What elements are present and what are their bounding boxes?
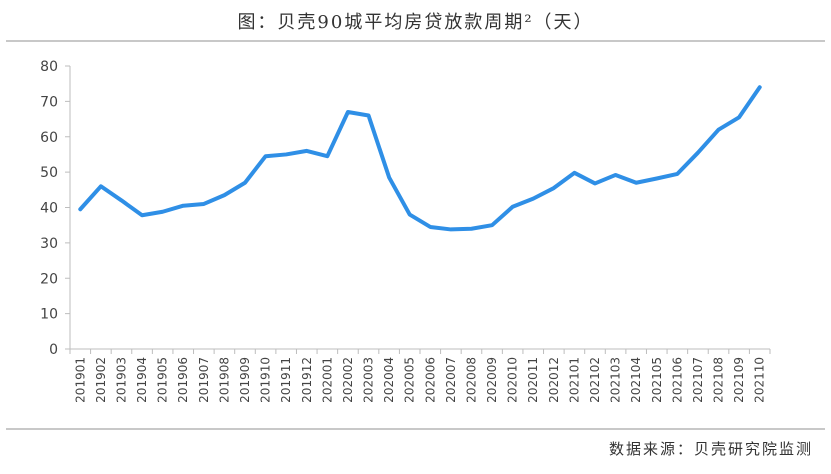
x-tick-label: 201905 [156,357,170,403]
y-tick-label: 30 [40,236,58,252]
x-tick-label: 201912 [300,357,314,403]
data-point [511,205,515,209]
footer-divider [6,428,825,430]
data-point [222,193,226,197]
y-tick-label: 20 [40,271,58,287]
x-tick-label: 202007 [444,357,458,403]
x-tick-label: 202101 [567,357,581,403]
data-point [696,151,700,155]
data-point [552,186,556,190]
x-tick-label: 201911 [279,357,293,403]
x-tick-label: 202108 [712,357,726,403]
y-tick-label: 0 [49,342,58,358]
x-tick-label: 201907 [197,357,211,403]
data-point [717,128,721,132]
x-tick-label: 202001 [320,357,334,403]
data-point [614,173,618,177]
x-tick-label: 202009 [485,357,499,403]
x-tick-label: 202106 [670,357,684,403]
x-tick-label: 201908 [217,357,231,403]
data-point [181,204,185,208]
x-tick-label: 201901 [73,357,87,403]
data-point [572,171,576,175]
x-tick-label: 202105 [650,357,664,403]
data-point [428,225,432,229]
x-tick-label: 202102 [588,357,602,403]
x-tick-label: 202011 [526,357,540,403]
series-group [78,85,762,232]
x-tick-label: 202005 [403,357,417,403]
x-axis-ticks: 201901 201902 201903 201904 201905 201906 2019… [69,349,771,403]
x-tick-label: 201909 [238,357,252,403]
x-tick-label: 202110 [753,357,767,403]
data-point [284,152,288,156]
data-point [305,149,309,153]
data-point [408,213,412,217]
x-tick-label: 202008 [464,357,478,403]
x-tick-label: 202002 [341,357,355,403]
data-point [78,207,82,211]
data-point [490,223,494,227]
x-tick-label: 202107 [691,357,705,403]
data-point [99,184,103,188]
x-tick-label: 202012 [547,357,561,403]
data-point [243,181,247,185]
x-tick-label: 201902 [94,357,108,403]
data-point [387,175,391,179]
data-point [531,197,535,201]
y-tick-label: 50 [40,165,58,181]
data-point [655,176,659,180]
y-tick-label: 70 [40,94,58,110]
x-tick-label: 202004 [382,357,396,403]
data-point [202,202,206,206]
data-point [264,154,268,158]
data-point [449,227,453,231]
data-point [675,172,679,176]
title-divider [6,40,825,42]
x-tick-label: 202104 [629,357,643,403]
series-line [78,85,762,232]
x-tick-label: 201903 [114,357,128,403]
data-point [367,114,371,118]
data-point [593,181,597,185]
y-tick-label: 40 [40,201,58,217]
y-tick-label: 10 [40,307,58,323]
data-point [346,110,350,114]
y-tick-label: 80 [40,59,58,75]
chart-title: 图：贝壳90城平均房贷放款周期²（天） [237,12,594,33]
data-point [737,115,741,119]
source-note: 数据来源：贝壳研究院监测 [608,440,813,458]
data-point [161,210,165,214]
x-tick-label: 202006 [423,357,437,403]
x-tick-label: 202010 [506,357,520,403]
data-point [325,154,329,158]
x-tick-label: 202103 [609,357,623,403]
x-tick-label: 201910 [259,357,273,403]
data-point [140,213,144,217]
x-tick-label: 201904 [135,357,149,403]
data-point [469,227,473,231]
x-tick-label: 201906 [176,357,190,403]
data-point [119,198,123,202]
x-tick-label: 202003 [362,357,376,403]
data-point [758,85,762,89]
data-point [634,181,638,185]
x-tick-label: 202109 [732,357,746,403]
y-axis-ticks: 0 10 20 30 40 50 60 70 80 [40,59,70,358]
y-tick-label: 60 [40,130,58,146]
